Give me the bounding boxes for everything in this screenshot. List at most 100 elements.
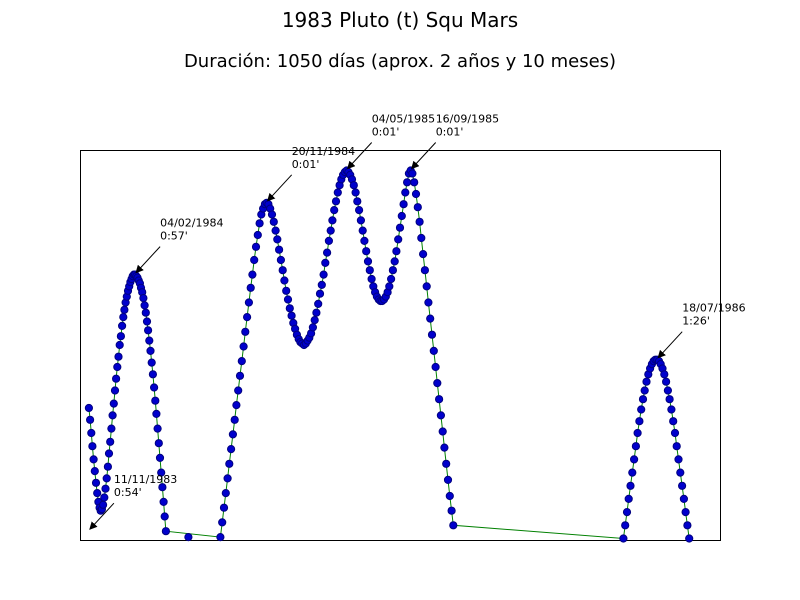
data-point <box>660 370 669 379</box>
data-point <box>246 283 255 292</box>
data-point <box>235 371 245 380</box>
data-point <box>433 379 442 388</box>
data-point <box>397 211 406 221</box>
data-point <box>679 494 689 503</box>
data-point <box>255 219 264 228</box>
data-point <box>392 247 401 256</box>
data-point <box>112 374 121 383</box>
data-point <box>158 483 167 492</box>
data-point <box>443 475 453 484</box>
data-point <box>385 282 394 291</box>
data-point <box>161 527 170 536</box>
annotation-arrow <box>89 502 115 530</box>
data-point <box>223 474 232 483</box>
data-point <box>621 521 630 530</box>
data-point <box>145 336 154 345</box>
data-point <box>141 308 150 317</box>
data-point <box>427 330 437 339</box>
data-point <box>351 188 360 197</box>
data-point <box>109 399 118 408</box>
data-point <box>285 304 294 313</box>
data-point <box>683 521 692 530</box>
data-point <box>269 217 278 226</box>
data-point <box>219 503 229 512</box>
data-point <box>248 270 257 279</box>
annotation-orb: 0:01' <box>372 126 400 139</box>
data-point <box>435 395 444 404</box>
data-point <box>116 332 126 341</box>
data-point <box>100 493 109 502</box>
data-point <box>387 274 396 284</box>
data-point <box>422 282 431 291</box>
data-point <box>367 274 376 284</box>
data-point <box>395 223 405 232</box>
data-point <box>114 352 123 361</box>
data-point <box>310 316 319 325</box>
data-point <box>360 236 369 245</box>
annotation-arrow <box>135 246 161 274</box>
data-point <box>159 497 168 506</box>
data-point <box>107 424 116 433</box>
data-point <box>399 200 408 209</box>
annotation-date: 04/05/1985 <box>372 113 435 126</box>
data-point <box>353 197 362 206</box>
data-point <box>672 442 681 451</box>
data-point <box>271 226 280 235</box>
data-point <box>670 428 680 438</box>
data-point <box>326 226 335 235</box>
data-point <box>108 411 117 420</box>
annotation-orb: 0:54' <box>114 486 142 499</box>
annotation-date: 18/07/1986 <box>682 302 745 315</box>
data-point <box>633 428 642 438</box>
data-point <box>251 242 261 251</box>
data-point <box>120 305 129 314</box>
data-point <box>622 507 632 517</box>
data-point <box>447 506 456 515</box>
data-point <box>237 357 246 366</box>
data-point <box>230 415 239 424</box>
data-point <box>403 178 412 187</box>
data-point <box>267 210 277 219</box>
data-point <box>315 289 325 298</box>
data-point <box>424 298 433 307</box>
data-point <box>676 468 685 477</box>
plot-area-frame <box>80 150 721 541</box>
data-point <box>365 266 374 275</box>
data-point <box>86 415 95 424</box>
data-point <box>282 286 291 295</box>
data-point <box>355 206 364 215</box>
data-point <box>321 258 330 267</box>
data-point <box>619 534 628 543</box>
data-point <box>104 449 114 458</box>
data-point <box>635 417 644 426</box>
data-point <box>411 189 421 199</box>
data-point <box>144 326 153 335</box>
data-point <box>662 377 671 386</box>
data-point <box>90 467 99 476</box>
data-point <box>417 233 426 243</box>
data-point <box>142 317 152 326</box>
data-point <box>349 181 358 190</box>
data-point <box>685 534 694 543</box>
data-point <box>93 489 102 498</box>
data-point <box>87 428 96 438</box>
data-point <box>324 236 333 245</box>
data-point <box>319 270 328 279</box>
data-point <box>253 230 262 240</box>
data-point <box>630 455 639 464</box>
data-point <box>232 401 241 410</box>
data-point <box>312 308 321 317</box>
data-point <box>101 484 110 493</box>
data-point <box>139 294 148 303</box>
data-point <box>442 459 451 468</box>
data-point <box>152 409 161 418</box>
data-point <box>89 455 98 464</box>
data-point <box>184 533 193 542</box>
data-point <box>328 216 337 225</box>
data-point <box>331 197 341 206</box>
